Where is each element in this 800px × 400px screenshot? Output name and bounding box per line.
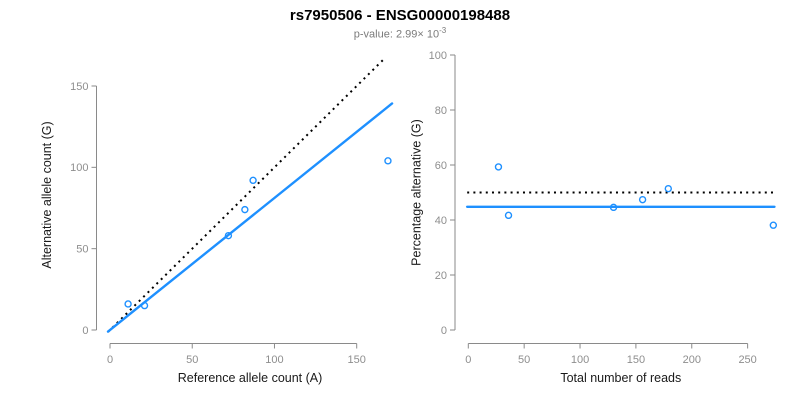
pvalue-text: p-value: 2.99× 10 <box>353 28 440 41</box>
data-point <box>241 205 249 214</box>
y-tick-label: 0 <box>82 325 88 337</box>
y-tick-label: 100 <box>70 162 88 174</box>
y-tick-label: 50 <box>76 244 88 256</box>
x-axis-title: Total number of reads <box>560 371 681 385</box>
y-tick-label: 150 <box>70 81 88 93</box>
fit-line <box>106 102 394 333</box>
identity-line <box>107 56 387 333</box>
plot-subtitle: p-value: 2.99× 10-3 <box>0 26 800 41</box>
plot-title: rs7950506 - ENSG00000198488 <box>289 7 511 24</box>
y-tick-label: 0 <box>441 325 447 337</box>
data-point <box>224 231 233 240</box>
x-axis-title: Reference allele count (A) <box>178 371 323 385</box>
data-point <box>124 300 132 308</box>
y-axis-title: Alternative allele count (G) <box>40 121 54 268</box>
y-tick-label: 60 <box>435 160 447 172</box>
x-tick-label: 200 <box>683 354 701 366</box>
y-tick-label: 100 <box>429 50 447 62</box>
y-tick-label: 40 <box>435 215 447 227</box>
left-panel-allele-counts: 0 50 100 150 0 50 100 150 Reference allele count… <box>40 56 394 385</box>
data-point <box>249 176 257 185</box>
data-point <box>769 221 778 229</box>
y-axis-title: Percentage alternative (G) <box>410 119 424 266</box>
data-point <box>140 301 149 310</box>
x-tick-label: 250 <box>738 354 756 366</box>
y-tick-label: 20 <box>435 270 447 282</box>
data-point <box>609 203 618 212</box>
data-point <box>504 211 513 220</box>
x-tick-label: 0 <box>107 354 113 366</box>
x-tick-label: 0 <box>465 354 471 366</box>
x-tick-label: 100 <box>571 354 589 366</box>
x-tick-label: 150 <box>627 354 645 366</box>
y-tick-label: 80 <box>435 105 447 117</box>
pvalue-exponent: -3 <box>439 26 447 35</box>
right-panel-percentage: 0 50 100 150 200 250 0 20 40 60 80 100 Total number … <box>410 50 778 385</box>
x-tick-label: 50 <box>518 354 530 366</box>
data-point <box>494 163 503 171</box>
x-tick-label: 150 <box>348 354 366 366</box>
x-tick-label: 100 <box>265 354 283 366</box>
data-point <box>384 157 392 165</box>
data-point <box>664 184 672 193</box>
x-tick-label: 50 <box>186 354 198 366</box>
data-point <box>638 195 647 204</box>
